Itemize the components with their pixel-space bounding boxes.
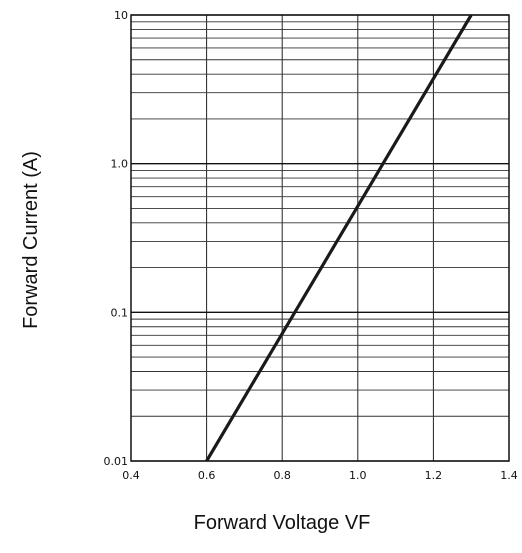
tick-labels: 0.4 0.6 0.8 1.0 1.2 1.4 0.01 0.1 1.0 10 [104,9,518,482]
x-tick-label: 1.4 [500,469,518,482]
y-tick-label: 1.0 [111,158,129,171]
x-tick-label: 0.8 [273,469,291,482]
x-tick-label: 0.4 [122,469,140,482]
y-axis-title: Forward Current (A) [20,151,42,329]
series-layer [205,14,473,462]
y-tick-label: 10 [114,9,128,22]
grid [130,14,510,462]
x-tick-label: 0.6 [198,469,216,482]
x-tick-label: 1.0 [349,469,367,482]
plot-frame [130,14,510,462]
series-line [205,14,473,462]
y-tick-label: 0.01 [104,455,129,468]
x-axis-title: Forward Voltage VF [194,512,371,534]
y-tick-label: 0.1 [111,306,129,319]
x-tick-label: 1.2 [425,469,443,482]
